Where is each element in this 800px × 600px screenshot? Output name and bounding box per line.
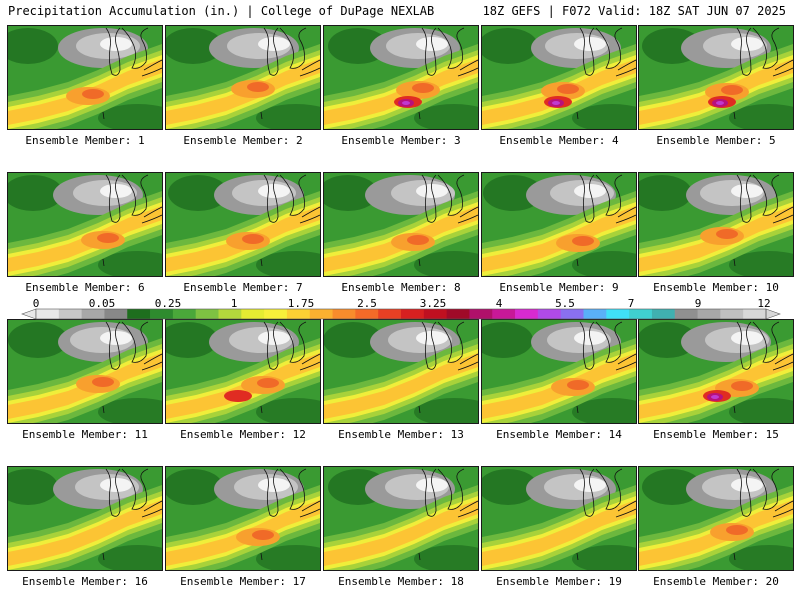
precip-map bbox=[8, 467, 162, 570]
ensemble-map-panel bbox=[481, 466, 637, 571]
colorbar-segment bbox=[606, 309, 629, 319]
ensemble-member-caption: Ensemble Member: 17 bbox=[165, 575, 321, 588]
precip-map bbox=[8, 173, 162, 276]
precip-map bbox=[324, 173, 478, 276]
ensemble-member-caption: Ensemble Member: 3 bbox=[323, 134, 479, 147]
ensemble-member-caption: Ensemble Member: 11 bbox=[7, 428, 163, 441]
ensemble-map-panel bbox=[7, 466, 163, 571]
colorbar-segment bbox=[196, 309, 219, 319]
ensemble-member-caption: Ensemble Member: 8 bbox=[323, 281, 479, 294]
ensemble-map-panel bbox=[638, 172, 794, 277]
precip-map bbox=[324, 320, 478, 423]
colorbar-segment bbox=[36, 309, 59, 319]
ensemble-map-panel bbox=[481, 172, 637, 277]
precip-map bbox=[324, 467, 478, 570]
colorbar-segment bbox=[82, 309, 105, 319]
colorbar-segment bbox=[59, 309, 82, 319]
colorbar-segment bbox=[584, 309, 607, 319]
ensemble-member-caption: Ensemble Member: 19 bbox=[481, 575, 637, 588]
colorbar-segment bbox=[150, 309, 173, 319]
colorbar-segment bbox=[355, 309, 378, 319]
ensemble-member-caption: Ensemble Member: 9 bbox=[481, 281, 637, 294]
colorbar-segment bbox=[538, 309, 561, 319]
colorbar-segment bbox=[675, 309, 698, 319]
ensemble-member-caption: Ensemble Member: 12 bbox=[165, 428, 321, 441]
colorbar-segment bbox=[219, 309, 242, 319]
colorbar-segment bbox=[333, 309, 356, 319]
ensemble-member-caption: Ensemble Member: 5 bbox=[638, 134, 794, 147]
colorbar-segment bbox=[720, 309, 743, 319]
colorbar-segment bbox=[424, 309, 447, 319]
ensemble-map-panel bbox=[638, 319, 794, 424]
colorbar-segment bbox=[629, 309, 652, 319]
ensemble-map-panel bbox=[323, 319, 479, 424]
ensemble-member-caption: Ensemble Member: 18 bbox=[323, 575, 479, 588]
colorbar-segment bbox=[401, 309, 424, 319]
ensemble-member-caption: Ensemble Member: 15 bbox=[638, 428, 794, 441]
ensemble-member-caption: Ensemble Member: 1 bbox=[7, 134, 163, 147]
precip-map bbox=[639, 320, 793, 423]
precip-map bbox=[482, 173, 636, 276]
colorbar-arrow-left bbox=[22, 309, 36, 319]
ensemble-map-panel bbox=[7, 172, 163, 277]
ensemble-map-panel bbox=[165, 319, 321, 424]
ensemble-member-caption: Ensemble Member: 14 bbox=[481, 428, 637, 441]
ensemble-member-caption: Ensemble Member: 4 bbox=[481, 134, 637, 147]
colorbar-segment bbox=[743, 309, 766, 319]
precip-map bbox=[482, 26, 636, 129]
ensemble-map-panel bbox=[638, 25, 794, 130]
precip-map bbox=[639, 173, 793, 276]
precip-map bbox=[8, 26, 162, 129]
product-title: Precipitation Accumulation (in.) | Colle… bbox=[8, 4, 434, 18]
ensemble-member-caption: Ensemble Member: 7 bbox=[165, 281, 321, 294]
ensemble-map-panel bbox=[323, 25, 479, 130]
precip-map bbox=[639, 467, 793, 570]
ensemble-map-panel bbox=[7, 25, 163, 130]
ensemble-map-panel bbox=[165, 25, 321, 130]
colorbar-segment bbox=[698, 309, 721, 319]
colorbar-segment bbox=[104, 309, 127, 319]
colorbar-segment bbox=[515, 309, 538, 319]
precip-map bbox=[166, 26, 320, 129]
precip-map bbox=[166, 467, 320, 570]
colorbar-segment bbox=[447, 309, 470, 319]
precip-map bbox=[166, 320, 320, 423]
colorbar-segment bbox=[173, 309, 196, 319]
ensemble-map-panel bbox=[165, 172, 321, 277]
ensemble-member-caption: Ensemble Member: 16 bbox=[7, 575, 163, 588]
precip-map bbox=[166, 173, 320, 276]
ensemble-map-panel bbox=[165, 466, 321, 571]
precip-map bbox=[639, 26, 793, 129]
valid-time: 18Z GEFS | F072 Valid: 18Z SAT JUN 07 20… bbox=[483, 4, 786, 18]
ensemble-member-caption: Ensemble Member: 13 bbox=[323, 428, 479, 441]
colorbar-segment bbox=[492, 309, 515, 319]
ensemble-member-caption: Ensemble Member: 20 bbox=[638, 575, 794, 588]
ensemble-map-panel bbox=[481, 319, 637, 424]
precipitation-colorbar bbox=[0, 308, 800, 320]
colorbar-arrow-right bbox=[766, 309, 780, 319]
ensemble-member-caption: Ensemble Member: 6 bbox=[7, 281, 163, 294]
precip-map bbox=[324, 26, 478, 129]
ensemble-map-panel bbox=[481, 25, 637, 130]
colorbar-segment bbox=[652, 309, 675, 319]
colorbar-segment bbox=[561, 309, 584, 319]
ensemble-map-panel bbox=[7, 319, 163, 424]
colorbar-segment bbox=[264, 309, 287, 319]
colorbar-segment bbox=[310, 309, 333, 319]
ensemble-member-caption: Ensemble Member: 2 bbox=[165, 134, 321, 147]
precip-map bbox=[482, 467, 636, 570]
colorbar-segment bbox=[287, 309, 310, 319]
ensemble-map-panel bbox=[638, 466, 794, 571]
colorbar-segment bbox=[127, 309, 150, 319]
ensemble-map-panel bbox=[323, 466, 479, 571]
colorbar-segment bbox=[241, 309, 264, 319]
colorbar-segment bbox=[378, 309, 401, 319]
ensemble-map-panel bbox=[323, 172, 479, 277]
precip-map bbox=[482, 320, 636, 423]
colorbar-segment bbox=[469, 309, 492, 319]
precip-map bbox=[8, 320, 162, 423]
ensemble-member-caption: Ensemble Member: 10 bbox=[638, 281, 794, 294]
